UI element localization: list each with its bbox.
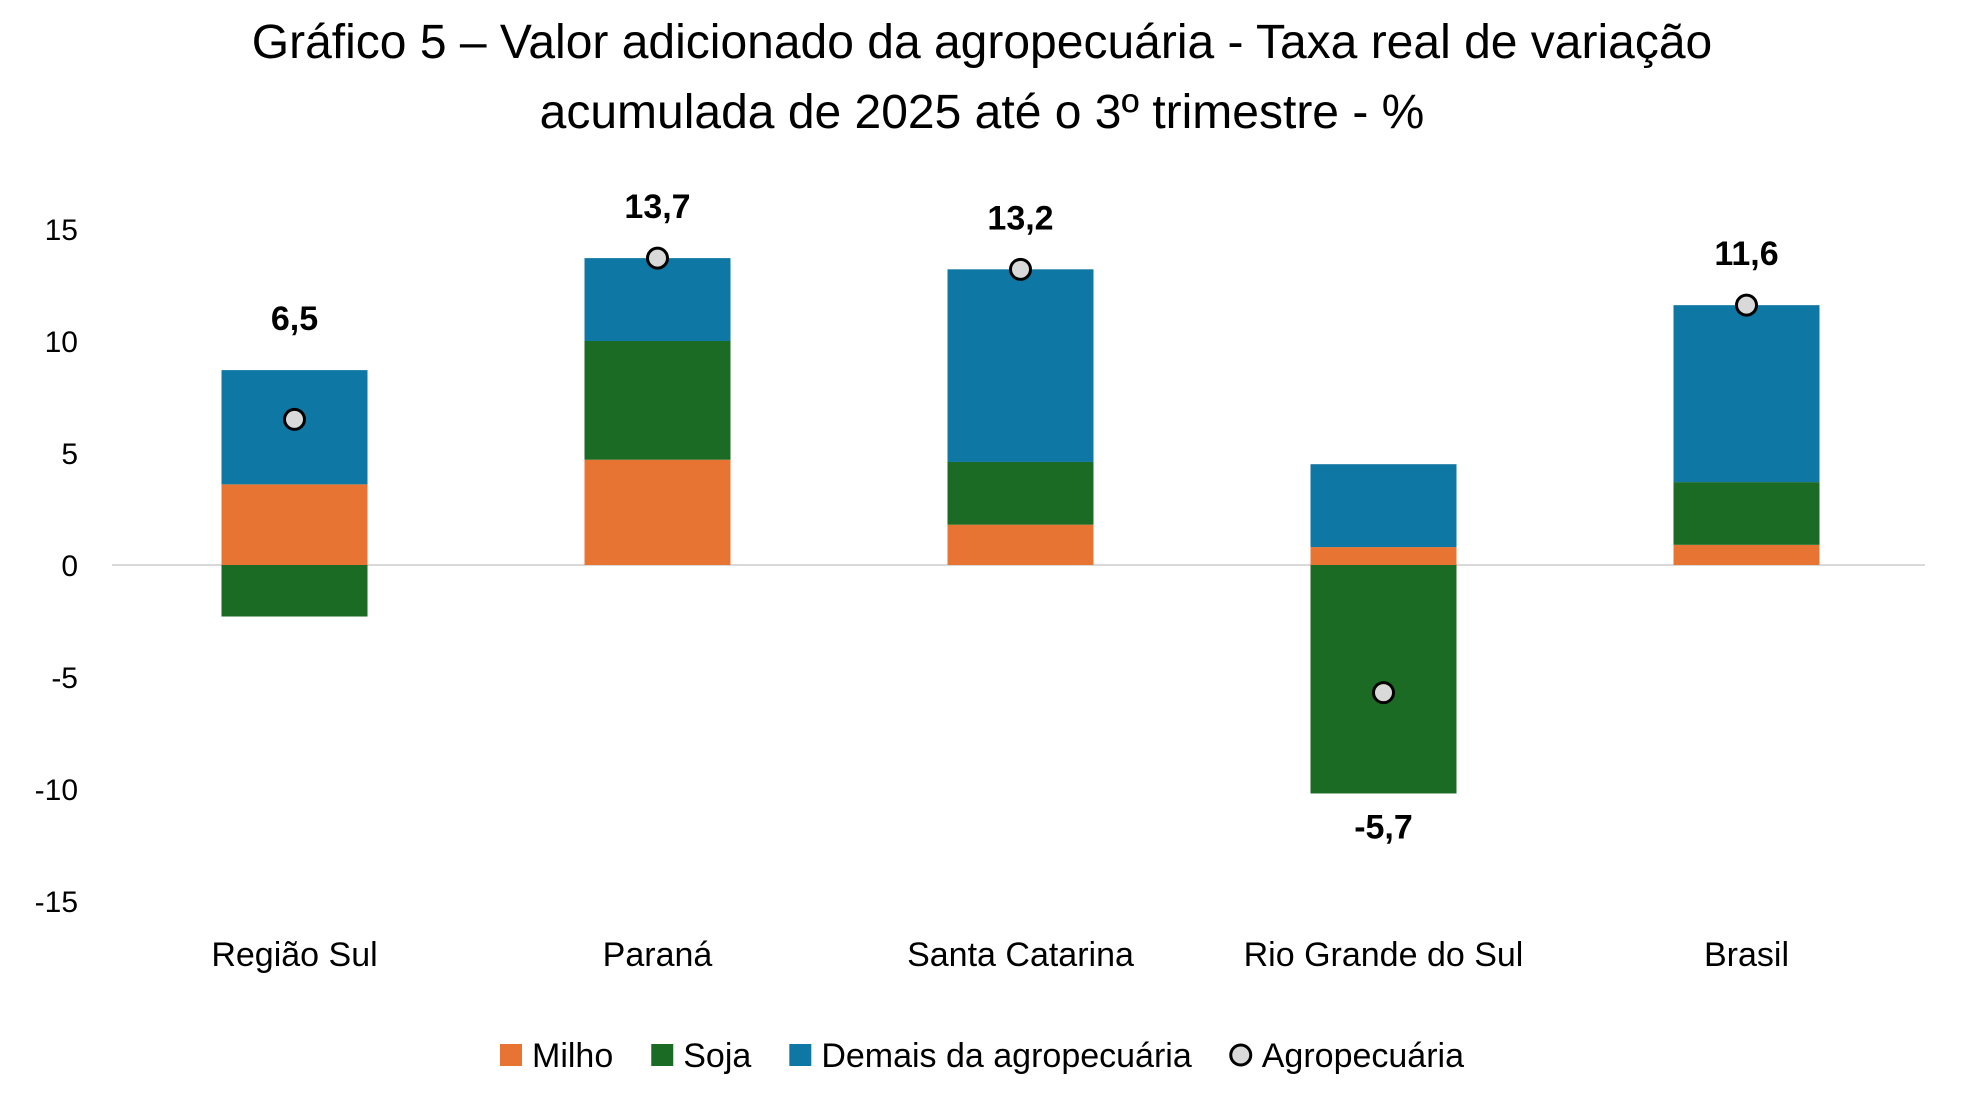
y-tick-label: 10 [45,326,78,359]
legend-swatch-milho [500,1044,522,1066]
y-tick-label: 15 [45,214,78,247]
legend-swatch-demais-da-agropecuária [789,1044,812,1066]
legend: Milho Soja Demais da agropecuária Agropecuá… [500,1037,1464,1075]
chart-title: Gráfico 5 – Valor adicionado da agropecu… [252,16,1712,139]
chart-title-line-2: acumulada de 2025 até o 3º trimestre - % [540,86,1425,139]
total-data-label: 6,5 [271,300,318,338]
total-data-label: 13,7 [624,188,690,226]
bar-segment-demais-da-agropecuária [1310,464,1457,548]
x-axis: Região Sul Paraná Santa Catarina Rio Grande… [211,936,1789,974]
bars [221,258,1820,794]
y-axis: 15 10 5 0 -5 -10 -15 [35,214,78,919]
x-category-label: Região Sul [211,936,377,974]
x-category-label: Rio Grande do Sul [1244,936,1524,974]
bar-segment-milho [947,524,1094,565]
bar-segment-soja [221,565,368,617]
bar-segment-milho [1673,544,1820,565]
total-data-label: 13,2 [987,199,1053,237]
y-tick-label: -5 [51,662,78,695]
bar-segment-soja [1673,482,1820,545]
bar-segment-milho [584,459,731,565]
bar-segment-demais-da-agropecuária [584,258,731,341]
legend-label: Demais da agropecuária [821,1037,1192,1075]
total-markers [283,246,1758,705]
total-data-label: 11,6 [1714,235,1778,273]
x-category-label: Paraná [603,936,713,974]
bar-segment-soja [584,341,731,460]
total-marker [646,246,669,270]
data-labels: 6,5 13,7 13,2 -5,7 11,6 [271,188,1779,846]
x-category-label: Santa Catarina [907,936,1134,974]
x-category-label: Brasil [1704,936,1789,974]
bar-segment-demais-da-agropecuária [947,269,1094,462]
y-tick-label: -10 [35,774,78,807]
bar-segment-demais-da-agropecuária [1673,305,1820,483]
legend-marker-agropecuaria [1229,1043,1253,1067]
bar-segment-soja [1310,565,1457,794]
legend-label: Agropecuária [1262,1037,1464,1075]
legend-label: Milho [532,1037,613,1075]
chart-title-line-1: Gráfico 5 – Valor adicionado da agropecu… [252,16,1712,69]
legend-label: Soja [683,1037,751,1075]
bar-segment-milho [221,484,368,565]
bar-segment-milho [1310,547,1457,565]
y-tick-label: 0 [61,550,78,583]
legend-swatch-soja [651,1044,674,1066]
bar-segment-soja [947,461,1094,525]
total-marker [1009,257,1032,281]
y-tick-label: 5 [61,438,78,471]
y-tick-label: -15 [35,886,78,919]
total-marker [283,407,306,431]
total-data-label: -5,7 [1354,808,1413,846]
total-marker [1735,293,1758,317]
total-marker [1372,681,1395,705]
